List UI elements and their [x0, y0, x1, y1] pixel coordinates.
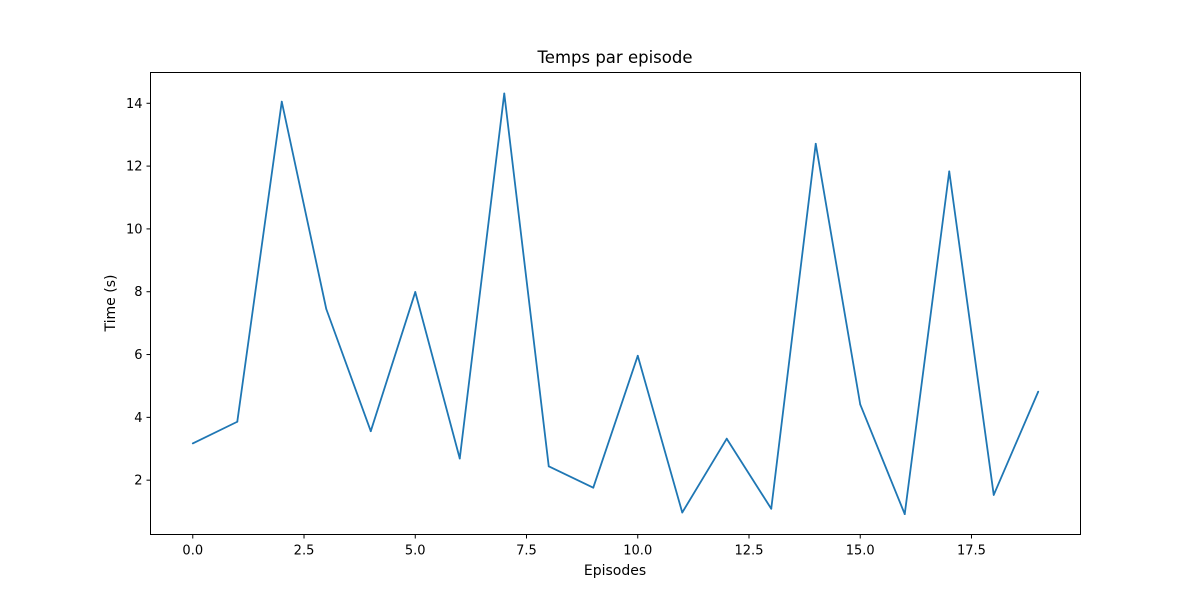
- data-point: [903, 513, 906, 515]
- data-point: [859, 403, 862, 406]
- y-axis: 2 4 6 8 10 12 14: [126, 97, 151, 489]
- data-point: [236, 420, 239, 423]
- data-point: [725, 437, 728, 440]
- data-point: [636, 354, 639, 357]
- data-point: [547, 465, 550, 468]
- plot-frame: [150, 72, 1081, 535]
- y-axis-label: Time (s): [103, 275, 119, 333]
- y-tick-label: 2: [134, 474, 142, 489]
- x-tick-label: 5.0: [405, 544, 426, 559]
- data-point: [992, 494, 995, 496]
- data-point: [1037, 390, 1040, 393]
- y-tick-label: 12: [126, 160, 143, 175]
- data-point: [325, 308, 328, 310]
- x-axis: 0.0 2.5 5.0 7.5 10.0 12.5 15.0 17.5: [182, 534, 986, 559]
- x-axis-label: Episodes: [584, 563, 646, 579]
- data-point: [369, 430, 372, 433]
- chart-title: Temps par episode: [537, 48, 693, 67]
- y-tick-label: 4: [134, 411, 142, 426]
- data-point: [770, 507, 773, 510]
- data-point: [503, 92, 506, 95]
- data-point: [814, 142, 817, 145]
- x-tick-label: 0.0: [182, 544, 203, 559]
- x-tick-label: 2.5: [294, 544, 315, 559]
- y-tick-label: 8: [134, 285, 142, 300]
- data-point: [681, 511, 684, 514]
- y-tick-label: 14: [126, 97, 143, 112]
- data-point: [592, 486, 595, 489]
- y-tick-label: 10: [126, 222, 143, 237]
- data-point: [948, 170, 951, 173]
- data-point: [414, 291, 417, 293]
- series-layer: [191, 92, 1040, 515]
- x-tick-label: 10.0: [623, 544, 652, 559]
- series-line: [192, 92, 1040, 515]
- data-point: [191, 442, 194, 445]
- y-tick-label: 6: [134, 348, 142, 363]
- x-tick-label: 17.5: [957, 544, 986, 559]
- data-point: [280, 100, 283, 103]
- x-tick-label: 15.0: [846, 544, 875, 559]
- data-point: [458, 457, 461, 460]
- x-tick-label: 7.5: [516, 544, 537, 559]
- x-tick-label: 12.5: [735, 544, 764, 559]
